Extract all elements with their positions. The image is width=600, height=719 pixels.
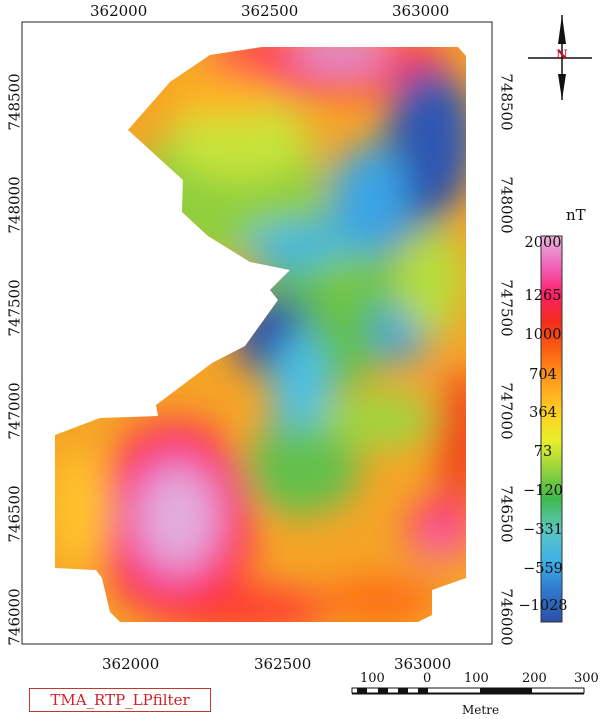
y-tick-left: 748000 — [5, 176, 24, 234]
legend-label: −559 — [523, 561, 563, 577]
legend-label: 1000 — [524, 327, 562, 343]
y-tick-right: 747500 — [497, 279, 516, 337]
map-frame — [21, 21, 493, 645]
scale-label: 100 — [360, 671, 385, 686]
y-tick-right: 747000 — [497, 382, 516, 440]
y-tick-left: 746000 — [5, 588, 24, 646]
north-arrow-icon — [528, 15, 592, 100]
y-tick-right: 746500 — [497, 485, 516, 543]
x-tick-top: 362000 — [90, 2, 148, 20]
x-tick-top: 363000 — [392, 2, 450, 20]
legend-label: 1265 — [524, 288, 562, 304]
y-tick-right: 746000 — [497, 588, 516, 646]
x-tick-bottom: 362000 — [102, 655, 160, 673]
x-tick-bottom: 362500 — [254, 655, 312, 673]
y-tick-left: 747000 — [5, 382, 24, 440]
x-tick-bottom: 363000 — [394, 655, 452, 673]
scale-label: 0 — [423, 671, 432, 686]
x-tick-top: 362500 — [241, 2, 299, 20]
legend-label: 704 — [529, 367, 557, 383]
legend-label: 73 — [533, 444, 553, 460]
y-tick-left: 746500 — [5, 485, 24, 543]
scale-label: 100 — [464, 671, 489, 686]
y-tick-right: 748000 — [497, 176, 516, 234]
legend-label: 364 — [529, 405, 557, 421]
legend-unit: nT — [566, 206, 586, 224]
scale-unit: Metre — [462, 703, 500, 717]
scale-label: 200 — [522, 671, 547, 686]
scale-bar — [351, 687, 585, 695]
legend-label: 2000 — [524, 235, 562, 251]
legend-label: −120 — [523, 483, 563, 499]
y-tick-right: 748500 — [497, 73, 516, 131]
y-tick-left: 748500 — [5, 73, 24, 131]
scale-label: 300 — [574, 671, 599, 686]
legend-label: −1028 — [518, 598, 568, 614]
legend-colorbar — [540, 235, 563, 623]
anomaly-field — [55, 47, 466, 622]
filter-caption: TMA_RTP_LPfilter — [29, 688, 211, 712]
y-tick-left: 747500 — [5, 279, 24, 337]
north-label: N — [556, 48, 568, 63]
legend-label: −331 — [523, 522, 563, 538]
